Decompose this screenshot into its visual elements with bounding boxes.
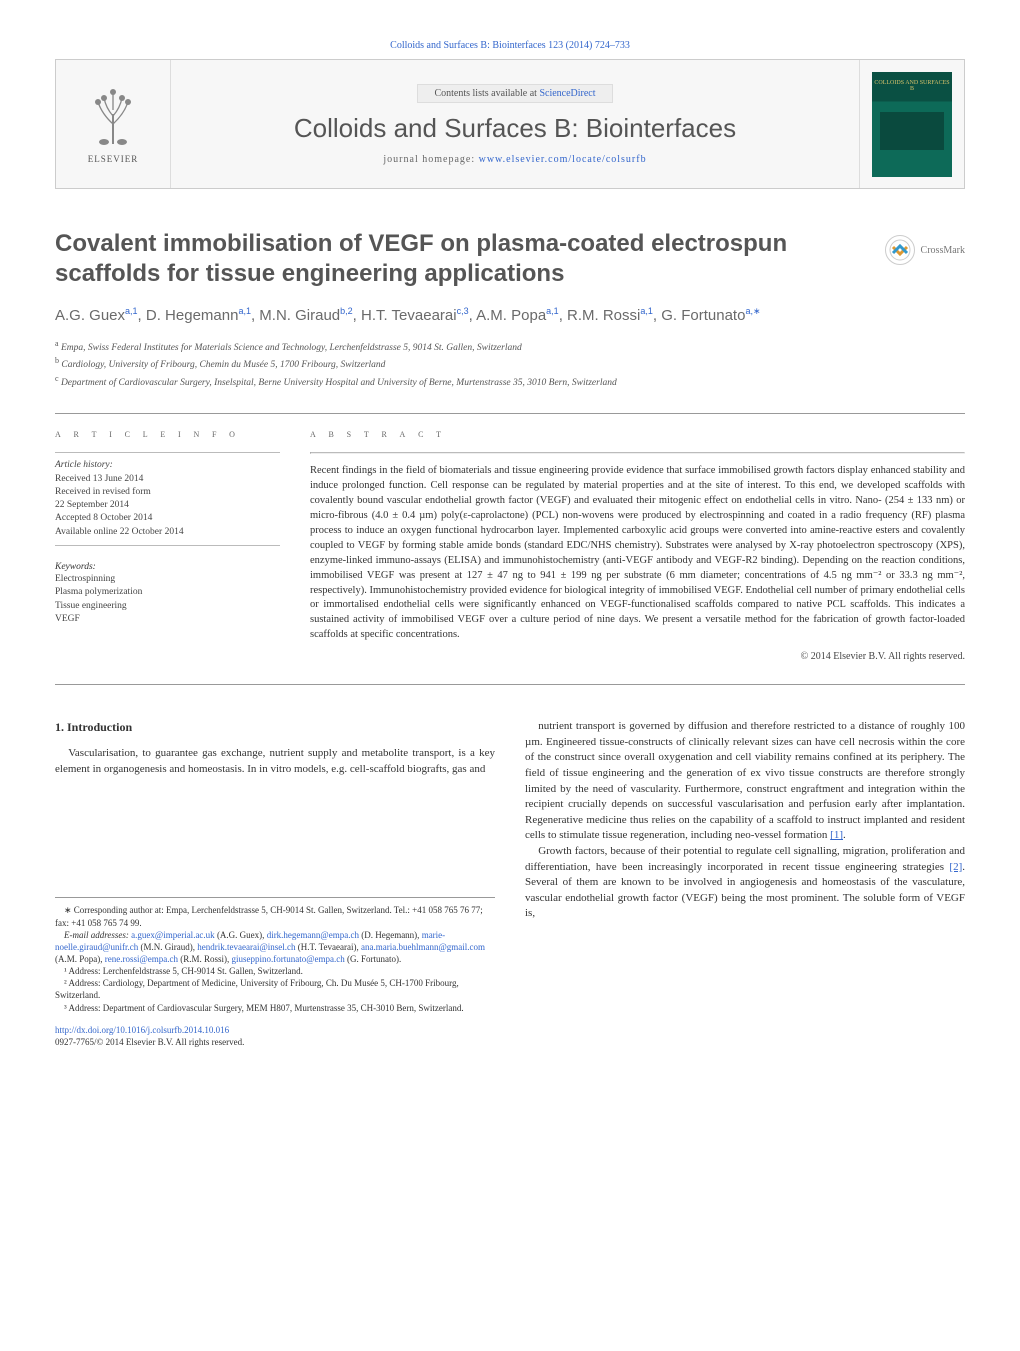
affiliation: a Empa, Swiss Federal Institutes for Mat… — [55, 338, 965, 356]
article-history: Article history: Received 13 June 2014 Re… — [55, 459, 280, 539]
sciencedirect-link[interactable]: ScienceDirect — [539, 88, 595, 99]
address-note-3: ³ Address: Department of Cardiovascular … — [55, 1002, 495, 1014]
crossmark-icon — [889, 239, 911, 261]
email-addresses: E-mail addresses: a.guex@imperial.ac.uk … — [55, 929, 495, 965]
article-title: Covalent immobilisation of VEGF on plasm… — [55, 229, 845, 289]
abstract-text: Recent findings in the field of biomater… — [310, 464, 965, 643]
journal-cover-thumbnail: COLLOIDS AND SURFACES B — [872, 72, 952, 177]
doi-link[interactable]: http://dx.doi.org/10.1016/j.colsurfb.201… — [55, 1025, 229, 1035]
corresponding-author-note: ∗ Corresponding author at: Empa, Lerchen… — [55, 904, 495, 928]
email-link[interactable]: hendrik.tevaearai@insel.ch — [197, 942, 295, 952]
journal-masthead: ELSEVIER Contents lists available at Sci… — [55, 59, 965, 189]
affiliation: c Department of Cardiovascular Surgery, … — [55, 373, 965, 391]
divider — [55, 413, 965, 414]
elsevier-wordmark: ELSEVIER — [84, 154, 142, 164]
keyword: VEGF — [55, 613, 280, 626]
journal-title: Colloids and Surfaces B: Biointerfaces — [294, 113, 736, 144]
crossmark-badge[interactable]: CrossMark — [885, 235, 965, 265]
history-label: Article history: — [55, 460, 113, 470]
history-line: Received in revised form — [55, 487, 151, 497]
divider — [55, 545, 280, 546]
keyword: Tissue engineering — [55, 600, 280, 613]
body-paragraph: nutrient transport is governed by diffus… — [525, 719, 965, 844]
elsevier-tree-icon — [84, 84, 142, 150]
journal-homepage: journal homepage: www.elsevier.com/locat… — [383, 154, 646, 165]
contents-prefix: Contents lists available at — [434, 88, 539, 99]
email-link[interactable]: rene.rossi@empa.ch — [105, 954, 178, 964]
citation-link[interactable]: [1] — [830, 829, 843, 841]
email-link[interactable]: giuseppino.fortunato@empa.ch — [232, 954, 345, 964]
address-note-1: ¹ Address: Lerchenfeldstrasse 5, CH-9014… — [55, 965, 495, 977]
body-paragraph: Vascularisation, to guarantee gas exchan… — [55, 746, 495, 777]
keyword: Electrospinning — [55, 573, 280, 586]
cover-title-text: COLLOIDS AND SURFACES B — [872, 80, 952, 92]
homepage-link[interactable]: www.elsevier.com/locate/colsurfb — [479, 154, 647, 165]
history-line: 22 September 2014 — [55, 500, 129, 510]
citation-link[interactable]: [2] — [949, 861, 962, 873]
footnotes-block: ∗ Corresponding author at: Empa, Lerchen… — [55, 897, 495, 1048]
keywords-list: ElectrospinningPlasma polymerizationTiss… — [55, 573, 280, 626]
affiliation: b Cardiology, University of Fribourg, Ch… — [55, 355, 965, 373]
abstract-heading: a b s t r a c t — [310, 428, 965, 440]
affiliation-list: a Empa, Swiss Federal Institutes for Mat… — [55, 338, 965, 392]
email-link[interactable]: dirk.hegemann@empa.ch — [267, 930, 359, 940]
running-header: Colloids and Surfaces B: Biointerfaces 1… — [55, 40, 965, 51]
keywords-label: Keywords: — [55, 562, 280, 572]
history-line: Available online 22 October 2014 — [55, 527, 184, 537]
crossmark-label: CrossMark — [921, 245, 965, 256]
issn-copyright: 0927-7765/© 2014 Elsevier B.V. All right… — [55, 1037, 244, 1047]
email-label: E-mail addresses: — [64, 930, 131, 940]
publisher-logo-box: ELSEVIER — [56, 60, 171, 188]
email-link[interactable]: ana.maria.buehlmann@gmail.com — [361, 942, 485, 952]
homepage-prefix: journal homepage: — [383, 154, 478, 165]
section-heading: 1. Introduction — [55, 719, 495, 736]
article-info-heading: a r t i c l e i n f o — [55, 428, 280, 440]
contents-available-bar: Contents lists available at ScienceDirec… — [417, 84, 612, 103]
divider — [55, 452, 280, 453]
abstract-copyright: © 2014 Elsevier B.V. All rights reserved… — [310, 651, 965, 662]
divider — [310, 452, 965, 454]
body-paragraph: Growth factors, because of their potenti… — [525, 844, 965, 922]
address-note-2: ² Address: Cardiology, Department of Med… — [55, 977, 495, 1001]
email-link[interactable]: a.guex@imperial.ac.uk — [131, 930, 215, 940]
journal-cover-box: COLLOIDS AND SURFACES B — [859, 60, 964, 188]
keyword: Plasma polymerization — [55, 586, 280, 599]
history-line: Accepted 8 October 2014 — [55, 513, 152, 523]
divider — [55, 684, 965, 685]
author-list: A.G. Guexa,1, D. Hegemanna,1, M.N. Girau… — [55, 305, 965, 328]
history-line: Received 13 June 2014 — [55, 474, 143, 484]
